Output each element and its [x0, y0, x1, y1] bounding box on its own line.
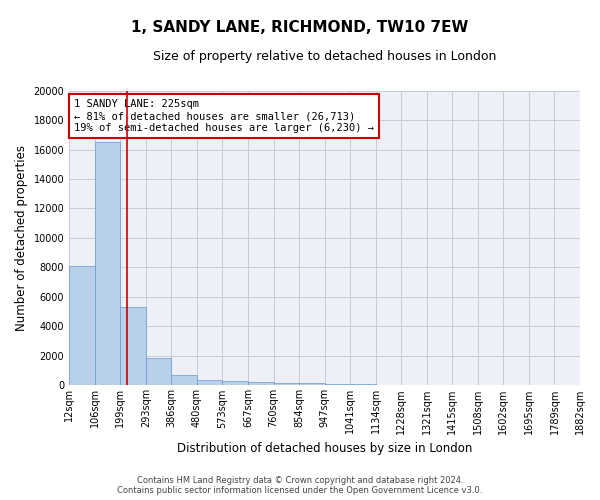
- Bar: [172, 375, 197, 386]
- Text: 1 SANDY LANE: 225sqm
← 81% of detached houses are smaller (26,713)
19% of semi-d: 1 SANDY LANE: 225sqm ← 81% of detached h…: [74, 100, 374, 132]
- Bar: [146, 358, 172, 386]
- Bar: [325, 384, 350, 386]
- Bar: [120, 308, 146, 386]
- Bar: [69, 266, 95, 386]
- Text: 1, SANDY LANE, RICHMOND, TW10 7EW: 1, SANDY LANE, RICHMOND, TW10 7EW: [131, 20, 469, 35]
- Text: Contains HM Land Registry data © Crown copyright and database right 2024.
Contai: Contains HM Land Registry data © Crown c…: [118, 476, 482, 495]
- Bar: [197, 380, 223, 386]
- Bar: [95, 142, 120, 386]
- Bar: [376, 384, 401, 386]
- Bar: [248, 382, 274, 386]
- Title: Size of property relative to detached houses in London: Size of property relative to detached ho…: [153, 50, 496, 63]
- Bar: [223, 382, 248, 386]
- Bar: [427, 385, 452, 386]
- X-axis label: Distribution of detached houses by size in London: Distribution of detached houses by size …: [177, 442, 472, 455]
- Bar: [274, 382, 299, 386]
- Bar: [401, 384, 427, 386]
- Bar: [350, 384, 376, 386]
- Bar: [299, 383, 325, 386]
- Y-axis label: Number of detached properties: Number of detached properties: [15, 145, 28, 331]
